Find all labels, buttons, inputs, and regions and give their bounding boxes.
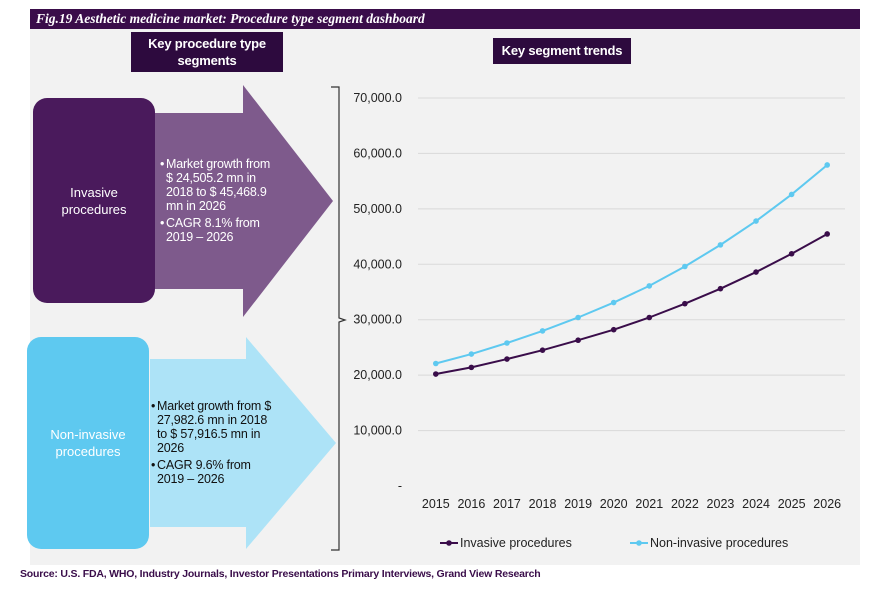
invasive-cagr-text: CAGR 8.1% from 2019 – 2026: [166, 216, 260, 244]
data-point-non-invasive-procedures: [682, 263, 688, 270]
x-tick-label: 2023: [707, 497, 735, 511]
y-tick-label: 10,000.0: [353, 424, 402, 438]
segments-header: Key procedure type segments: [131, 32, 283, 72]
data-point-non-invasive-procedures: [504, 340, 510, 346]
data-point-non-invasive-procedures: [539, 328, 546, 334]
data-point-invasive-procedures: [575, 337, 581, 344]
non-invasive-growth-text: Market growth from $ 27,982.6 mn in 2018…: [157, 399, 272, 455]
x-tick-label: 2020: [600, 497, 628, 511]
bracket-divider: [331, 86, 347, 551]
x-tick-label: 2026: [813, 497, 841, 511]
invasive-bullets: • Market growth from $ 24,505.2 mn in 201…: [160, 157, 280, 247]
x-tick-label: 2021: [635, 497, 663, 511]
legend-marker-non-invasive-procedures: [636, 540, 642, 546]
data-point-non-invasive-procedures: [575, 314, 581, 321]
invasive-arrow: [155, 85, 333, 317]
data-point-non-invasive-procedures: [468, 351, 475, 357]
legend-label-invasive-procedures: Invasive procedures: [460, 536, 572, 550]
data-point-non-invasive-procedures: [788, 191, 795, 198]
trends-header: Key segment trends: [493, 38, 631, 64]
x-tick-label: 2017: [493, 497, 521, 511]
legend-marker-invasive-procedures: [446, 540, 452, 546]
data-point-non-invasive-procedures: [824, 162, 831, 168]
segment-trends-chart: - 10,000.0 20,000.0 30,000.0 40,000.0 50,000.…: [353, 91, 845, 550]
data-point-invasive-procedures: [717, 285, 724, 292]
invasive-segment-label: Invasive procedures: [61, 184, 127, 217]
invasive-segment-box: Invasive procedures: [33, 98, 155, 303]
legend-label-non-invasive-procedures: Non-invasive procedures: [650, 536, 788, 550]
data-point-invasive-procedures: [753, 269, 759, 275]
data-point-invasive-procedures: [788, 250, 795, 257]
y-tick-label: -: [398, 479, 402, 493]
data-point-non-invasive-procedures: [610, 299, 617, 306]
invasive-growth-text: Market growth from $ 24,505.2 mn in 2018…: [166, 157, 271, 213]
non-invasive-segment-label: Non-invasive procedures: [50, 427, 126, 459]
non-invasive-bullets: • Market growth from $ 27,982.6 mn in 201…: [151, 399, 276, 489]
data-point-invasive-procedures: [539, 347, 546, 353]
non-invasive-cagr-text: CAGR 9.6% from 2019 – 2026: [157, 458, 251, 486]
x-tick-label: 2022: [671, 497, 699, 511]
data-point-invasive-procedures: [824, 231, 831, 237]
y-tick-label: 20,000.0: [353, 368, 402, 382]
x-tick-label: 2018: [529, 497, 557, 511]
data-point-invasive-procedures: [468, 364, 475, 371]
data-point-non-invasive-procedures: [432, 360, 439, 367]
x-tick-label: 2025: [778, 497, 806, 511]
figure-title: Fig.19 Aesthetic medicine market: Proced…: [30, 9, 860, 29]
data-point-non-invasive-procedures: [646, 283, 653, 289]
data-point-non-invasive-procedures: [753, 218, 759, 224]
series-line-invasive-procedures: [435, 233, 828, 376]
y-tick-label: 40,000.0: [353, 257, 402, 271]
data-point-invasive-procedures: [432, 371, 439, 377]
x-tick-label: 2015: [422, 497, 450, 511]
non-invasive-segment-box: Non-invasive procedures: [27, 337, 149, 549]
data-point-invasive-procedures: [646, 314, 653, 321]
data-point-invasive-procedures: [610, 326, 617, 333]
x-tick-label: 2016: [457, 497, 485, 511]
data-point-invasive-procedures: [682, 300, 688, 307]
x-tick-label: 2024: [742, 497, 770, 511]
non-invasive-arrow: [150, 337, 336, 549]
x-tick-label: 2019: [564, 497, 592, 511]
source-note: Source: U.S. FDA, WHO, Industry Journals…: [20, 568, 541, 580]
series-line-non-invasive-procedures: [435, 164, 828, 365]
data-point-non-invasive-procedures: [717, 242, 724, 248]
y-tick-label: 60,000.0: [353, 146, 402, 160]
y-tick-label: 70,000.0: [353, 91, 402, 105]
data-point-invasive-procedures: [504, 356, 510, 362]
y-tick-label: 30,000.0: [353, 313, 402, 327]
y-tick-label: 50,000.0: [353, 202, 402, 216]
